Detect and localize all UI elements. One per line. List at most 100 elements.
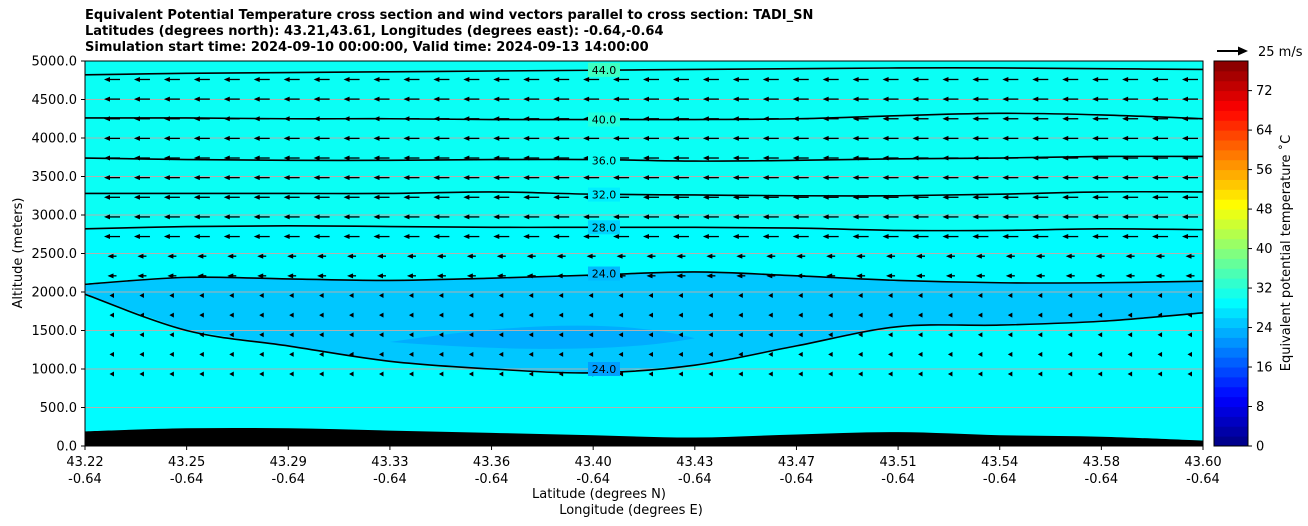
wind-vector-head [1032, 135, 1039, 141]
wind-vector [768, 371, 773, 377]
wind-vector [553, 135, 570, 141]
wind-vector-head [1002, 76, 1009, 82]
wind-vector [736, 273, 746, 279]
wind-vector-head [343, 175, 350, 181]
wind-vector [167, 253, 177, 259]
wind-vector-head [732, 76, 739, 82]
wind-vector [858, 351, 863, 357]
wind-vector-head [558, 351, 564, 357]
wind-vector-head [319, 351, 324, 357]
wind-vector-head [193, 194, 200, 200]
wind-vector-head [945, 253, 952, 259]
wind-vector-head [1187, 292, 1192, 298]
contour-line-2 [85, 155, 1203, 162]
wind-vector [1152, 175, 1169, 181]
wind-vector-head [858, 292, 863, 298]
wind-vector-head [1155, 253, 1162, 259]
wind-vector-head [1182, 175, 1188, 181]
wind-vector [343, 135, 360, 141]
wind-vector [1032, 96, 1049, 102]
x-tick-label-lon-0: -0.64 [68, 472, 102, 487]
wind-vector-head [493, 194, 500, 200]
wind-vector-head [137, 253, 144, 259]
wind-vector-head [438, 312, 444, 318]
wind-vector [583, 214, 600, 220]
wind-vector-head [1092, 194, 1099, 200]
wind-vector [373, 96, 390, 102]
wind-vector-head [493, 214, 500, 220]
wind-vector-head [583, 76, 590, 82]
wind-vector [792, 76, 809, 82]
wind-vector [349, 292, 354, 298]
wind-vector [822, 175, 839, 181]
wind-vector [942, 116, 959, 122]
wind-vector-head [1032, 76, 1039, 82]
wind-vector [1122, 96, 1139, 102]
wind-vector-head [139, 371, 144, 377]
wind-vector [229, 351, 234, 357]
wind-vector-head [1002, 96, 1009, 102]
y-tick-label-10: 5000.0 [32, 55, 78, 70]
wind-vector-head [972, 234, 979, 240]
wind-vector-head [1092, 116, 1099, 122]
wind-vector [347, 273, 357, 279]
wind-vector-head [373, 155, 380, 161]
x-axis-label-longitude: Longitude (degrees E) [559, 503, 703, 518]
wind-vector-head [199, 292, 204, 298]
wind-vector-head [768, 371, 773, 377]
wind-vector-head [343, 234, 350, 240]
y-tick-label-6: 3000.0 [32, 209, 78, 224]
wind-vector-head [618, 332, 624, 338]
wind-vector-head [912, 116, 919, 122]
wind-vector-head [643, 175, 649, 181]
wind-vector-head [768, 292, 773, 298]
wind-vector-head [313, 76, 320, 82]
wind-vector [1092, 76, 1109, 82]
wind-vector [169, 312, 174, 318]
wind-vector [523, 76, 540, 82]
wind-vector [1062, 234, 1079, 240]
wind-vector-head [702, 194, 709, 200]
wind-vector [706, 273, 716, 279]
wind-vector-head [1092, 135, 1099, 141]
wind-vector [1092, 214, 1109, 220]
wind-vector-head [888, 371, 893, 377]
wind-vector [858, 292, 863, 298]
wind-vector [493, 234, 510, 240]
wind-vector-head [672, 214, 679, 220]
wind-vector [1182, 76, 1198, 82]
wind-vector-head [1122, 175, 1129, 181]
field-band-cold-layer [85, 271, 1203, 373]
wind-vector [1002, 96, 1019, 102]
wind-vector [945, 253, 955, 259]
wind-vector-head [253, 135, 260, 141]
wind-vector-head [408, 371, 414, 377]
wind-vector-head [732, 175, 739, 181]
wind-vector [1002, 214, 1019, 220]
wind-vector [972, 194, 989, 200]
wind-vector [678, 332, 683, 338]
colorbar-segment [1214, 179, 1248, 190]
wind-vector [283, 175, 300, 181]
wind-vector-head [433, 96, 440, 102]
wind-vector [498, 292, 504, 298]
wind-vector-head [107, 273, 114, 279]
wind-vector-head [732, 234, 739, 240]
wind-vector [1122, 214, 1139, 220]
wind-vector [972, 96, 989, 102]
wind-vector [588, 312, 594, 318]
wind-vector-head [882, 175, 889, 181]
wind-vector-head [193, 214, 200, 220]
wind-vector [199, 351, 204, 357]
wind-vector [133, 194, 150, 200]
wind-vector [317, 253, 327, 259]
colorbar-segment [1214, 218, 1248, 230]
wind-vector [493, 194, 510, 200]
wind-vector [1037, 371, 1043, 377]
wind-vector [343, 194, 360, 200]
wind-vector [493, 214, 510, 220]
wind-vector [403, 214, 420, 220]
wind-vector [408, 351, 414, 357]
wind-vector-head [463, 214, 470, 220]
wind-vector-head [373, 96, 380, 102]
